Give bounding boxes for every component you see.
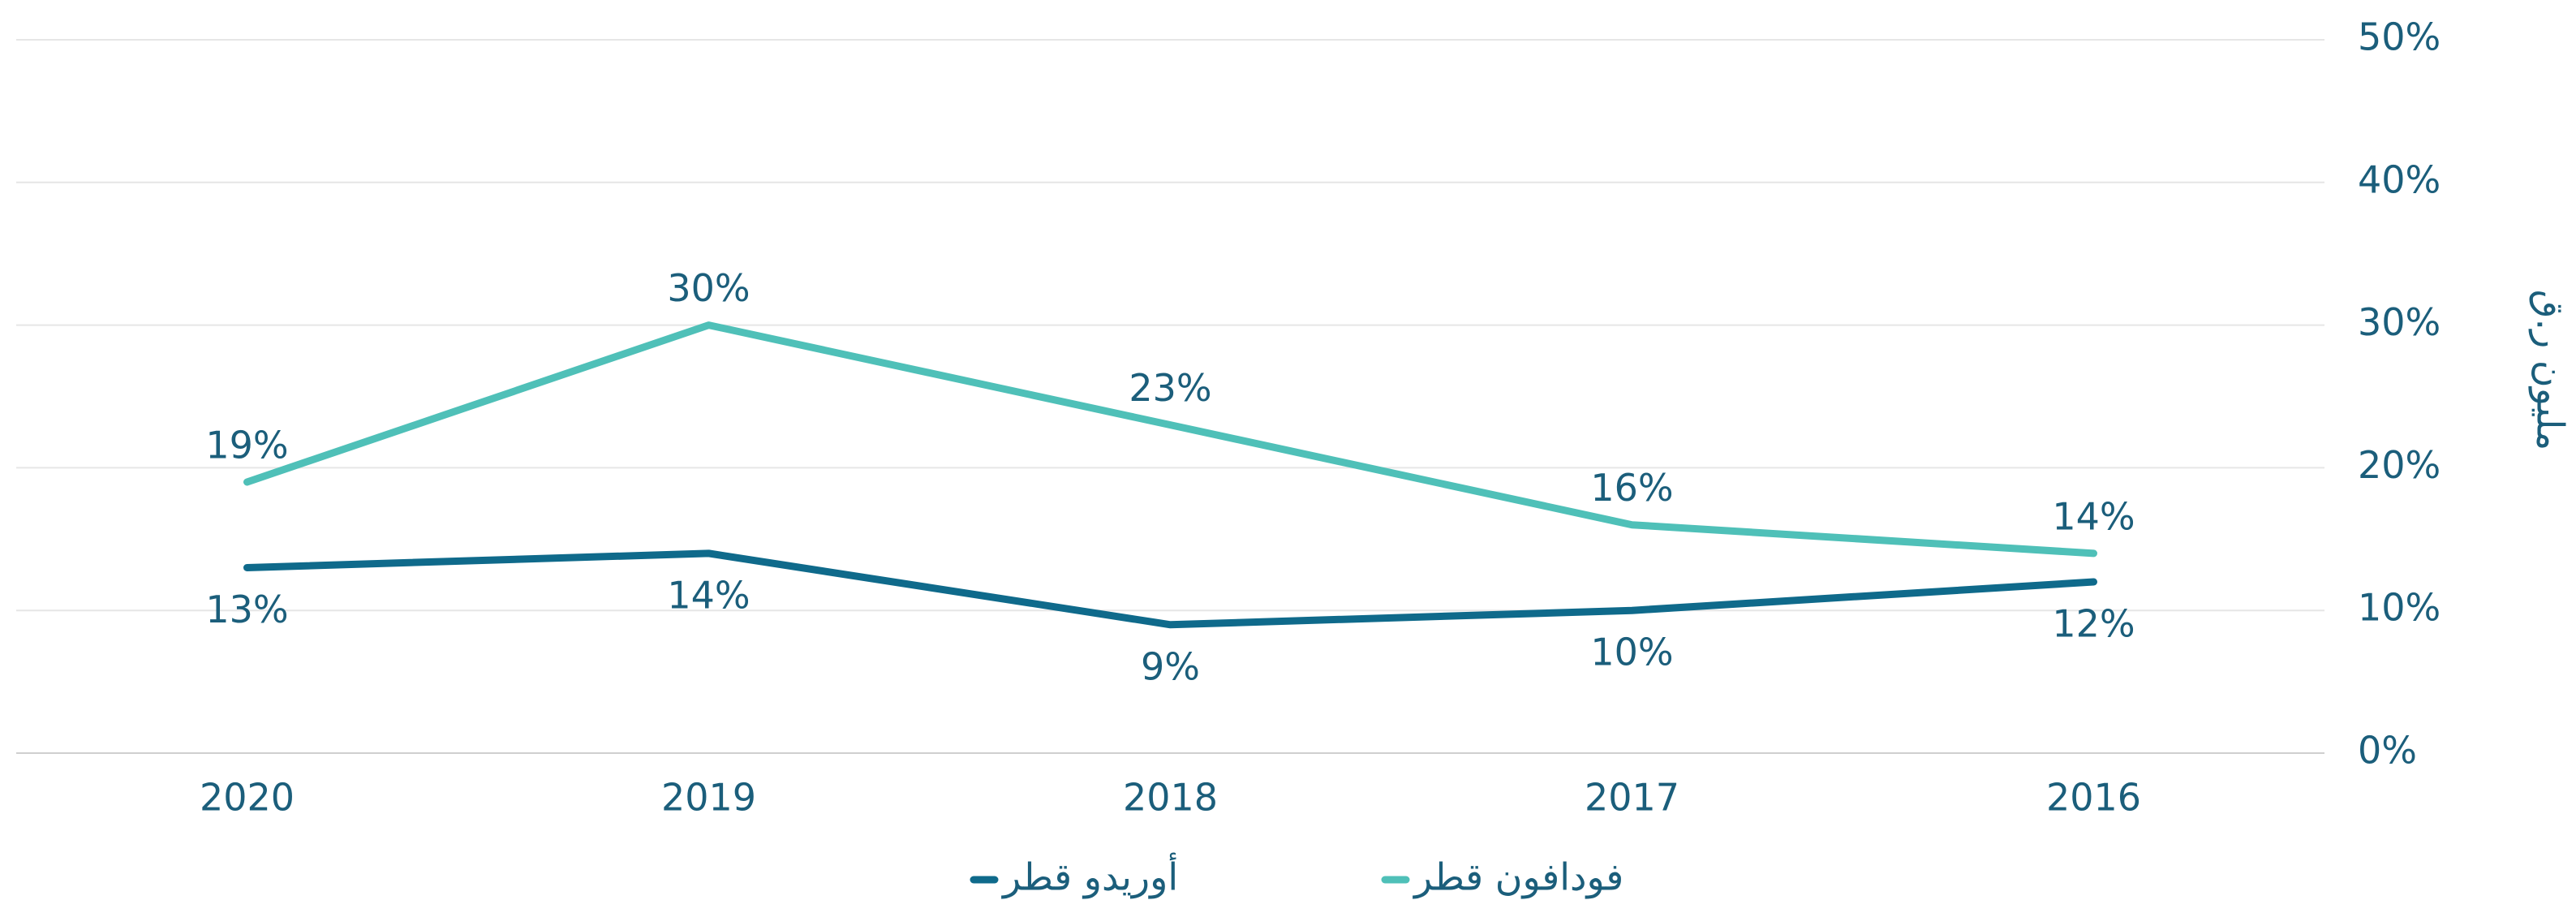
legend-label: فودافون قطر (1413, 855, 1623, 900)
data-label: 30% (667, 266, 750, 310)
x-tick-label: 2017 (1585, 776, 1679, 820)
y-axis-label: مليون ر.ق (2528, 290, 2573, 450)
y-tick-label: 40% (2358, 157, 2441, 201)
data-label: 10% (1590, 631, 1673, 674)
data-label: 12% (2052, 602, 2135, 646)
x-tick-label: 2019 (661, 776, 756, 820)
x-tick-label: 2020 (200, 776, 295, 820)
data-label: 9% (1141, 644, 1200, 688)
line (243, 549, 2097, 629)
data-label: 16% (1590, 466, 1673, 510)
line (243, 321, 2097, 558)
data-label: 23% (1129, 366, 1211, 410)
data-label: 14% (2052, 494, 2135, 538)
legend-label: أوريدو قطر (1001, 853, 1178, 900)
data-label: 19% (205, 423, 288, 467)
y-tick-label: 10% (2358, 586, 2441, 630)
x-tick-label: 2018 (1123, 776, 1218, 820)
x-tick-label: 2016 (2046, 776, 2141, 820)
data-label: 13% (205, 588, 288, 631)
y-tick-label: 0% (2358, 729, 2417, 773)
y-tick-label: 50% (2358, 15, 2441, 59)
data-label: 14% (667, 573, 750, 617)
y-tick-label: 30% (2358, 300, 2441, 344)
y-tick-label: 20% (2358, 443, 2441, 487)
